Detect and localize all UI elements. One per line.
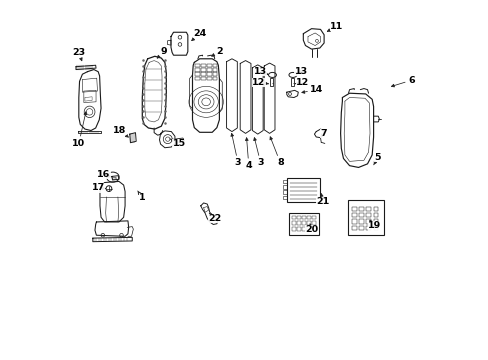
Bar	[359, 213, 363, 217]
Bar	[201, 68, 205, 72]
Bar	[366, 213, 370, 217]
Bar	[359, 220, 363, 224]
Text: 19: 19	[367, 220, 380, 230]
Bar	[312, 227, 315, 231]
Bar	[312, 221, 315, 225]
Bar	[351, 207, 356, 211]
Text: 14: 14	[301, 85, 323, 94]
Text: 9: 9	[157, 47, 167, 58]
Bar	[206, 64, 211, 67]
Text: 16: 16	[97, 170, 111, 179]
Text: 10: 10	[72, 112, 86, 148]
Text: 4: 4	[245, 138, 252, 170]
Bar	[282, 180, 286, 183]
Bar	[201, 64, 205, 67]
Text: 3: 3	[230, 133, 241, 167]
Bar	[373, 207, 378, 211]
Text: 23: 23	[72, 48, 85, 61]
Text: 13: 13	[254, 67, 267, 76]
Bar	[282, 185, 286, 189]
Text: 6: 6	[390, 76, 414, 87]
Text: 8: 8	[269, 137, 283, 167]
Bar	[302, 216, 305, 220]
Bar	[297, 216, 300, 220]
Bar	[351, 226, 356, 230]
Bar	[359, 207, 363, 211]
Bar	[201, 72, 205, 76]
Bar	[373, 226, 378, 230]
Bar	[290, 78, 293, 86]
Bar	[351, 213, 356, 217]
Bar	[359, 226, 363, 230]
Bar	[292, 216, 295, 220]
Text: 1: 1	[138, 191, 145, 202]
Text: 5: 5	[373, 153, 380, 165]
Text: 21: 21	[315, 194, 328, 206]
Text: 17: 17	[91, 183, 105, 192]
Bar	[206, 68, 211, 72]
Bar	[302, 221, 305, 225]
Bar	[270, 78, 273, 86]
Bar	[348, 201, 384, 234]
Bar	[366, 226, 370, 230]
Bar	[286, 178, 319, 202]
Bar	[302, 227, 305, 231]
Bar	[297, 221, 300, 225]
Bar	[306, 216, 310, 220]
Bar	[306, 221, 310, 225]
Text: 15: 15	[170, 139, 185, 148]
Text: 24: 24	[191, 29, 206, 41]
Bar	[206, 77, 211, 80]
Text: 20: 20	[305, 224, 318, 234]
Bar	[212, 64, 217, 67]
Bar	[212, 77, 217, 80]
Bar	[201, 77, 205, 80]
Text: 18: 18	[113, 126, 128, 137]
Bar	[195, 64, 200, 67]
Bar	[195, 77, 200, 80]
Bar	[292, 227, 295, 231]
Text: 12: 12	[252, 78, 268, 87]
Bar	[351, 220, 356, 224]
Text: 22: 22	[208, 213, 221, 223]
Text: 2: 2	[211, 47, 222, 56]
Bar	[373, 213, 378, 217]
Bar	[206, 72, 211, 76]
Bar	[312, 216, 315, 220]
Bar	[292, 221, 295, 225]
Bar	[297, 227, 300, 231]
Bar	[212, 68, 217, 72]
Bar	[306, 227, 310, 231]
Bar	[366, 207, 370, 211]
Bar	[282, 196, 286, 199]
Bar	[373, 220, 378, 224]
Text: 3: 3	[253, 138, 264, 167]
Bar	[282, 190, 286, 194]
Text: 13: 13	[294, 67, 307, 76]
Bar	[195, 68, 200, 72]
Text: 11: 11	[326, 22, 343, 31]
Bar	[212, 72, 217, 76]
Bar	[366, 220, 370, 224]
Bar	[195, 72, 200, 76]
Text: 7: 7	[320, 129, 326, 138]
Text: 12: 12	[295, 78, 308, 87]
Bar	[289, 213, 318, 234]
